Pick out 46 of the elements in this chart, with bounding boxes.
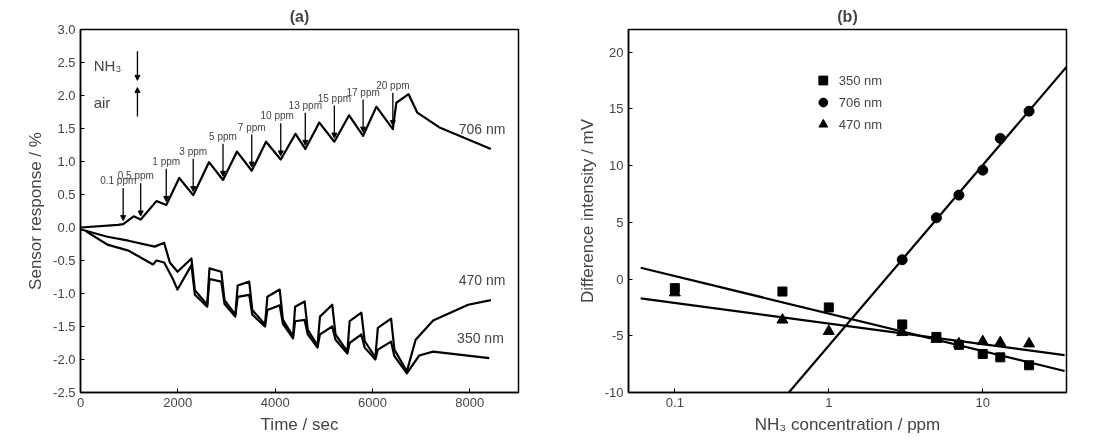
y-tick-label: 20 xyxy=(609,44,624,60)
y-tick-label: 3.0 xyxy=(57,22,76,37)
series-label: 350 nm xyxy=(457,330,504,347)
series-label: 470 nm xyxy=(458,272,506,289)
y-tick-label: 10 xyxy=(609,158,624,174)
annotation: 20 ppm xyxy=(376,80,410,92)
x-tick-label: 2000 xyxy=(163,394,193,410)
annotation: 1 ppm xyxy=(152,155,181,167)
y-tick-label: 0.0 xyxy=(57,220,76,235)
legend-label: 470 nm xyxy=(838,116,883,132)
x-tick-label: 10 xyxy=(975,394,990,410)
chart-title: (b) xyxy=(837,7,858,25)
y-axis-title: Sensor response / % xyxy=(26,132,46,290)
annotation: 10 ppm xyxy=(260,110,294,122)
annotation: 5 ppm xyxy=(209,130,237,142)
legend-label: 706 nm xyxy=(838,94,883,110)
y-tick-label: 5 xyxy=(616,214,624,230)
y-tick-label: -2.5 xyxy=(53,385,76,400)
y-tick-label: -1.5 xyxy=(53,319,76,334)
y-tick-label: 15 xyxy=(609,101,624,117)
x-tick-label: 0.1 xyxy=(665,394,684,410)
annotation: 7 ppm xyxy=(237,121,266,133)
annotation: 3 ppm xyxy=(179,146,208,158)
y-tick-label: -0.5 xyxy=(53,253,76,268)
x-axis-title: Time / sec xyxy=(260,414,339,434)
y-tick-label: -5 xyxy=(611,328,624,344)
legend-label: 350 nm xyxy=(838,72,883,88)
x-tick-label: 6000 xyxy=(358,394,387,410)
y-tick-label: 2.5 xyxy=(57,55,76,70)
x-axis-title: NH₃ concentration / ppm xyxy=(754,414,941,434)
y-tick-label: 0 xyxy=(616,271,624,287)
chart-title: (a) xyxy=(289,7,310,25)
x-tick-label: 4000 xyxy=(260,394,290,410)
series-label: 706 nm xyxy=(458,121,506,137)
y-tick-label: -10 xyxy=(604,385,624,400)
y-tick-label: 2.0 xyxy=(57,88,76,103)
y-tick-label: 0.5 xyxy=(57,187,76,202)
x-tick-label: 8000 xyxy=(455,394,485,410)
y-tick-label: -1.0 xyxy=(53,286,76,301)
y-tick-label: 1.5 xyxy=(57,121,76,136)
y-tick-label: 1.0 xyxy=(57,154,76,169)
x-tick-label: 1 xyxy=(825,394,833,410)
y-tick-label: -2.0 xyxy=(53,352,76,367)
annotation: NH₃ xyxy=(93,57,122,75)
annotation: air xyxy=(93,93,111,111)
y-axis-title: Difference intensity / mV xyxy=(577,118,597,303)
